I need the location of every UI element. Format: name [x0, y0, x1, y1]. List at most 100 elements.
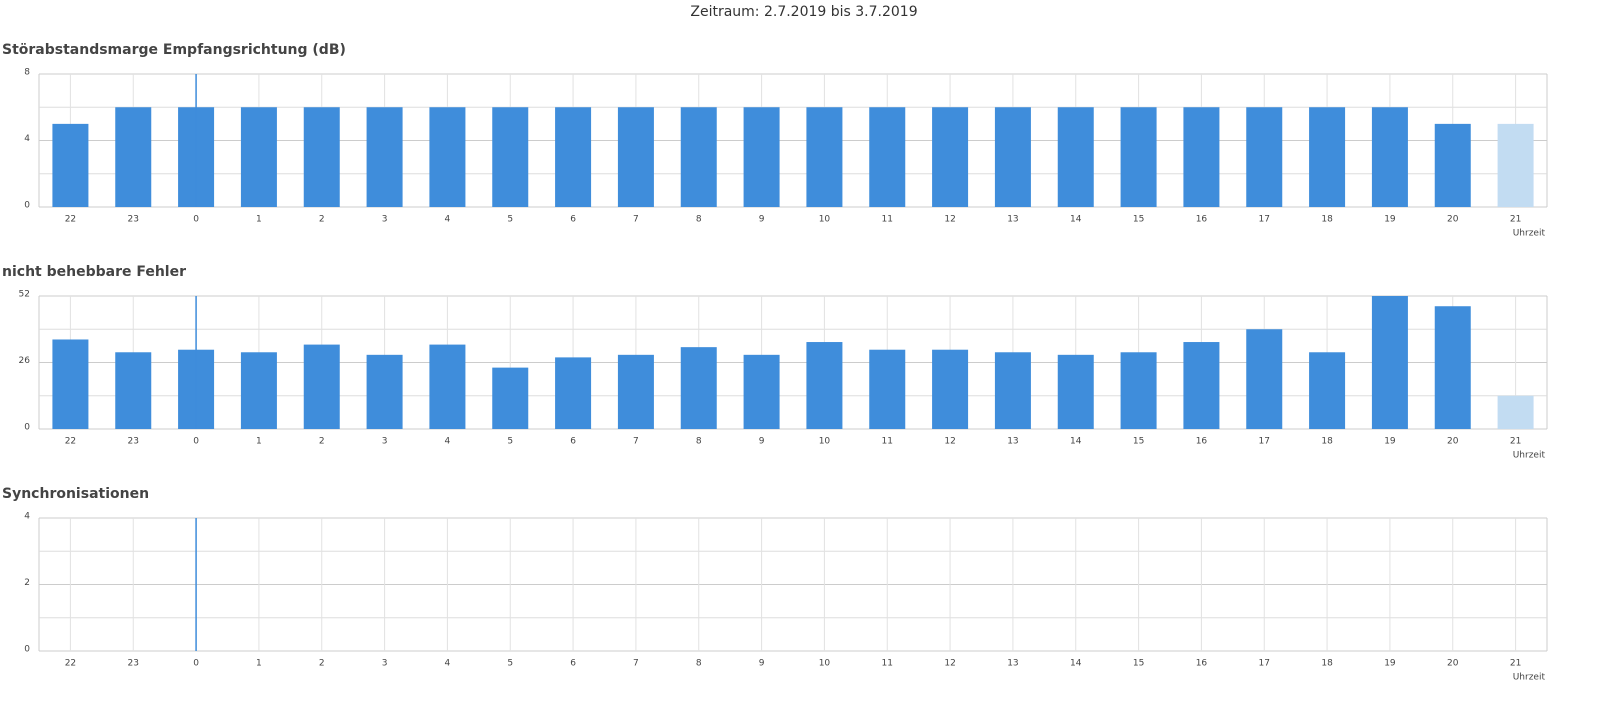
x-tick-label: 6 — [570, 437, 576, 447]
y-tick-label: 0 — [24, 201, 30, 211]
x-tick-label: 23 — [128, 215, 139, 225]
bar — [492, 367, 529, 429]
x-tick-label: 10 — [819, 659, 831, 669]
y-tick-label: 8 — [24, 68, 30, 78]
chart-title: Synchronisationen — [2, 486, 149, 502]
bar — [680, 107, 717, 207]
x-axis-label: Uhrzeit — [1513, 229, 1546, 239]
x-tick-label: 12 — [944, 659, 955, 669]
bar — [303, 107, 340, 207]
bar — [429, 107, 466, 207]
x-tick-label: 8 — [696, 215, 702, 225]
y-tick-label: 52 — [19, 290, 30, 300]
x-tick-label: 12 — [944, 437, 955, 447]
x-tick-label: 22 — [65, 437, 76, 447]
bar — [52, 339, 89, 429]
x-tick-label: 21 — [1510, 659, 1521, 669]
x-tick-label: 0 — [193, 659, 199, 669]
x-tick-label: 8 — [696, 437, 702, 447]
x-tick-label: 4 — [445, 659, 451, 669]
x-tick-label: 20 — [1447, 215, 1459, 225]
x-tick-label: 8 — [696, 659, 702, 669]
x-tick-label: 7 — [633, 215, 639, 225]
x-tick-label: 9 — [759, 659, 765, 669]
bar — [743, 107, 780, 207]
x-axis-label: Uhrzeit — [1513, 451, 1546, 461]
x-axis-label: Uhrzeit — [1513, 673, 1546, 683]
y-tick-label: 4 — [24, 512, 30, 522]
x-tick-label: 6 — [570, 659, 576, 669]
x-tick-label: 18 — [1321, 659, 1333, 669]
x-tick-label: 13 — [1007, 215, 1018, 225]
x-tick-label: 12 — [944, 215, 955, 225]
x-tick-label: 1 — [256, 659, 262, 669]
x-tick-label: 3 — [382, 659, 388, 669]
x-tick-label: 9 — [759, 437, 765, 447]
x-tick-label: 1 — [256, 215, 262, 225]
x-tick-label: 11 — [882, 659, 893, 669]
y-tick-label: 4 — [24, 134, 30, 144]
x-tick-label: 23 — [128, 437, 139, 447]
bar — [680, 347, 717, 429]
x-tick-label: 18 — [1321, 215, 1333, 225]
bar — [1120, 352, 1157, 429]
x-tick-label: 17 — [1259, 215, 1270, 225]
x-tick-label: 11 — [882, 215, 893, 225]
bar — [1246, 107, 1283, 207]
y-tick-label: 2 — [24, 578, 30, 588]
x-tick-label: 13 — [1007, 437, 1018, 447]
x-tick-label: 14 — [1070, 437, 1082, 447]
y-tick-label: 0 — [24, 645, 30, 655]
x-tick-label: 10 — [819, 437, 831, 447]
x-tick-label: 5 — [507, 437, 513, 447]
x-tick-label: 4 — [445, 437, 451, 447]
bar — [932, 107, 969, 207]
period-title: Zeitraum: 2.7.2019 bis 3.7.2019 — [690, 4, 917, 20]
bar — [366, 107, 403, 207]
x-tick-label: 21 — [1510, 215, 1521, 225]
bar — [806, 107, 843, 207]
bar — [1183, 107, 1220, 207]
x-tick-label: 17 — [1259, 437, 1270, 447]
x-tick-label: 20 — [1447, 437, 1459, 447]
x-tick-label: 16 — [1196, 659, 1208, 669]
bar — [1434, 306, 1471, 429]
chart-title: nicht behebbare Fehler — [2, 264, 186, 280]
bar — [869, 349, 906, 429]
y-tick-label: 26 — [19, 356, 31, 366]
x-tick-label: 7 — [633, 659, 639, 669]
x-tick-label: 13 — [1007, 659, 1018, 669]
bar — [806, 342, 843, 429]
x-tick-label: 6 — [570, 215, 576, 225]
x-tick-label: 5 — [507, 659, 513, 669]
bar — [932, 349, 969, 429]
x-tick-label: 18 — [1321, 437, 1333, 447]
x-tick-label: 2 — [319, 437, 325, 447]
x-tick-label: 22 — [65, 659, 76, 669]
bar — [115, 107, 152, 207]
x-tick-label: 9 — [759, 215, 765, 225]
bar — [1371, 296, 1408, 429]
bar — [1309, 352, 1346, 429]
bar — [743, 354, 780, 429]
x-tick-label: 21 — [1510, 437, 1521, 447]
bar — [303, 344, 340, 429]
x-tick-label: 5 — [507, 215, 513, 225]
x-tick-label: 20 — [1447, 659, 1459, 669]
bar — [994, 107, 1031, 207]
x-tick-label: 14 — [1070, 215, 1082, 225]
bar — [366, 354, 403, 429]
bar — [1057, 354, 1094, 429]
bar — [1057, 107, 1094, 207]
bar — [1434, 123, 1471, 207]
bar — [1120, 107, 1157, 207]
y-tick-label: 0 — [24, 423, 30, 433]
bar — [52, 123, 89, 207]
x-tick-label: 16 — [1196, 215, 1208, 225]
bar — [617, 354, 654, 429]
x-tick-label: 2 — [319, 215, 325, 225]
x-tick-label: 2 — [319, 659, 325, 669]
bar — [240, 107, 277, 207]
x-tick-label: 23 — [128, 659, 139, 669]
